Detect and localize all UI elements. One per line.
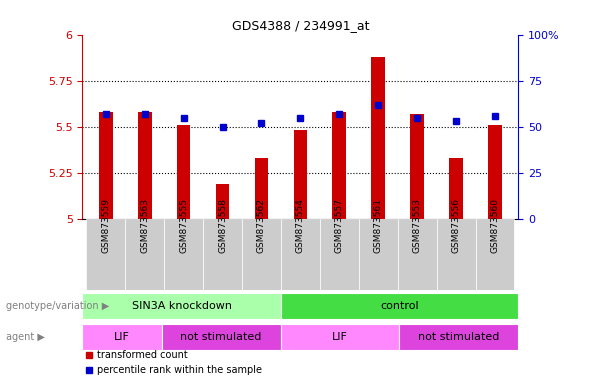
- Bar: [372, 57, 385, 219]
- Bar: [281, 219, 320, 290]
- Text: GSM873555: GSM873555: [179, 198, 188, 253]
- Bar: [399, 324, 518, 350]
- Text: agent ▶: agent ▶: [6, 332, 45, 342]
- Text: control: control: [380, 301, 419, 311]
- Bar: [449, 158, 463, 219]
- Text: GSM873557: GSM873557: [335, 198, 344, 253]
- Bar: [280, 324, 399, 350]
- Text: GSM873553: GSM873553: [413, 198, 422, 253]
- Bar: [125, 219, 164, 290]
- Bar: [254, 158, 268, 219]
- Bar: [162, 324, 280, 350]
- Text: SIN3A knockdown: SIN3A knockdown: [131, 301, 231, 311]
- Text: GSM873562: GSM873562: [257, 198, 266, 253]
- Text: GSM873561: GSM873561: [374, 198, 383, 253]
- Bar: [138, 112, 151, 219]
- Text: GSM873559: GSM873559: [101, 198, 110, 253]
- Bar: [398, 219, 436, 290]
- Bar: [488, 125, 502, 219]
- Bar: [203, 219, 242, 290]
- Bar: [82, 324, 162, 350]
- Text: GSM873563: GSM873563: [140, 198, 149, 253]
- Text: LIF: LIF: [332, 332, 348, 342]
- Bar: [177, 125, 190, 219]
- Bar: [280, 293, 518, 319]
- Text: genotype/variation ▶: genotype/variation ▶: [6, 301, 109, 311]
- Bar: [359, 219, 398, 290]
- Bar: [216, 184, 229, 219]
- Text: LIF: LIF: [114, 332, 130, 342]
- Bar: [475, 219, 514, 290]
- Legend: transformed count, percentile rank within the sample: transformed count, percentile rank withi…: [81, 346, 266, 379]
- Bar: [87, 219, 125, 290]
- Text: GSM873556: GSM873556: [452, 198, 461, 253]
- Text: GSM873558: GSM873558: [218, 198, 227, 253]
- Bar: [164, 219, 203, 290]
- Bar: [293, 131, 307, 219]
- Text: GSM873560: GSM873560: [491, 198, 499, 253]
- Bar: [99, 112, 112, 219]
- Bar: [82, 293, 280, 319]
- Bar: [333, 112, 346, 219]
- Text: GSM873554: GSM873554: [296, 198, 305, 253]
- Bar: [411, 114, 424, 219]
- Title: GDS4388 / 234991_at: GDS4388 / 234991_at: [231, 19, 369, 32]
- Bar: [242, 219, 281, 290]
- Bar: [436, 219, 475, 290]
- Text: not stimulated: not stimulated: [180, 332, 262, 342]
- Bar: [320, 219, 359, 290]
- Text: not stimulated: not stimulated: [418, 332, 499, 342]
